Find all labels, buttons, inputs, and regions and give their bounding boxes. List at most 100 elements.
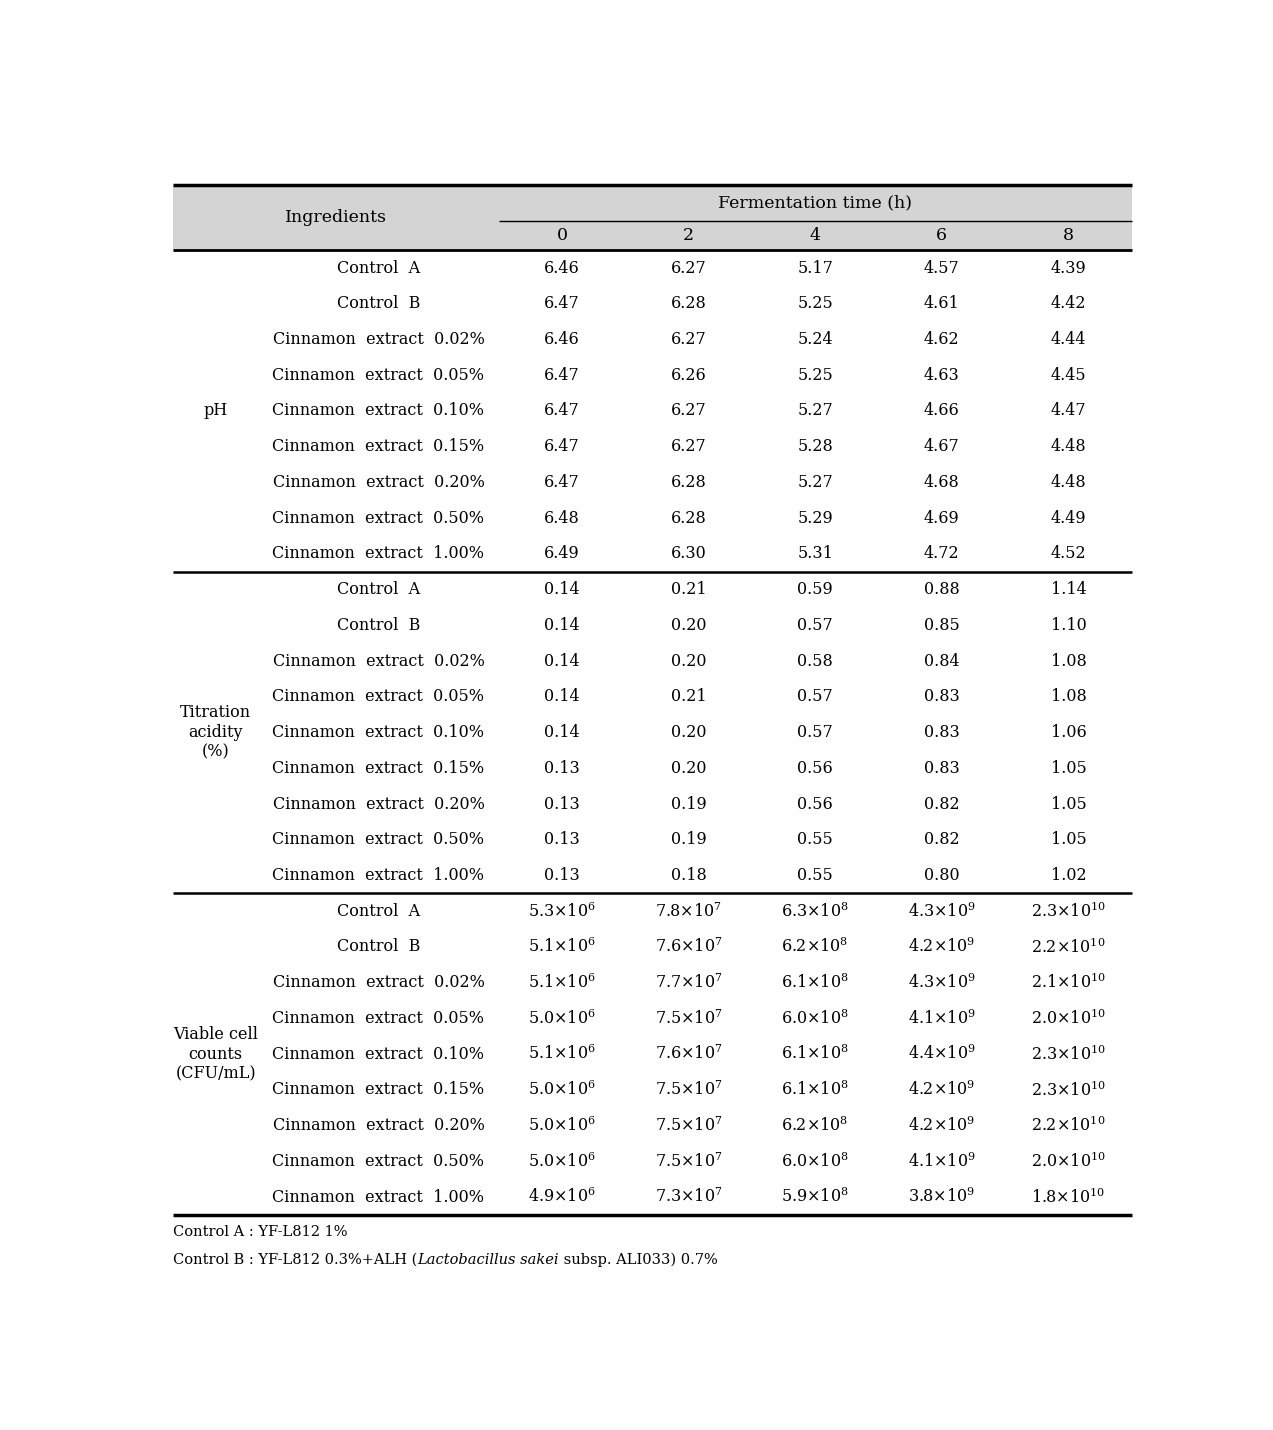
Text: 4.39: 4.39 [1050, 259, 1086, 276]
Text: 0.57: 0.57 [797, 616, 833, 633]
Text: subsp. ALI033) 0.7%: subsp. ALI033) 0.7% [559, 1253, 718, 1267]
Text: Cinnamon  extract  0.02%: Cinnamon extract 0.02% [272, 330, 485, 347]
Text: Cinnamon  extract  0.15%: Cinnamon extract 0.15% [272, 438, 485, 455]
Text: 0.21: 0.21 [671, 688, 707, 705]
Text: 0.21: 0.21 [671, 581, 707, 598]
Text: 0.85: 0.85 [924, 616, 960, 633]
Text: $\mathregular{5.1×10^6}$: $\mathregular{5.1×10^6}$ [528, 1045, 596, 1064]
Text: $\mathregular{4.2×10^9}$: $\mathregular{4.2×10^9}$ [908, 938, 975, 957]
Text: 6.47: 6.47 [544, 402, 579, 419]
Text: 6.47: 6.47 [544, 366, 579, 383]
Text: 0.13: 0.13 [544, 831, 579, 848]
Text: $\mathregular{5.1×10^6}$: $\mathregular{5.1×10^6}$ [528, 938, 596, 957]
Text: $\mathregular{4.9×10^6}$: $\mathregular{4.9×10^6}$ [528, 1188, 596, 1207]
Text: 0.83: 0.83 [924, 688, 960, 705]
Text: 6.49: 6.49 [544, 545, 579, 562]
Text: 4.72: 4.72 [924, 545, 960, 562]
Text: 4.57: 4.57 [924, 259, 960, 276]
Text: 4.62: 4.62 [924, 330, 960, 347]
Text: Cinnamon  extract  0.05%: Cinnamon extract 0.05% [272, 688, 485, 705]
Text: 0.84: 0.84 [924, 652, 960, 669]
Text: 4.52: 4.52 [1050, 545, 1086, 562]
Text: 0.83: 0.83 [924, 724, 960, 741]
Text: 5.17: 5.17 [797, 259, 833, 276]
Text: 6.47: 6.47 [544, 295, 579, 312]
Text: $\mathregular{2.0×10^{10}}$: $\mathregular{2.0×10^{10}}$ [1031, 1151, 1106, 1171]
Text: 0.14: 0.14 [544, 724, 579, 741]
Text: 4.47: 4.47 [1050, 402, 1086, 419]
Text: $\mathregular{7.8×10^7}$: $\mathregular{7.8×10^7}$ [656, 902, 722, 921]
Text: $\mathregular{1.8×10^{10}}$: $\mathregular{1.8×10^{10}}$ [1031, 1187, 1105, 1207]
Text: 1.05: 1.05 [1050, 759, 1086, 776]
Text: 1.08: 1.08 [1050, 688, 1086, 705]
Text: 4.69: 4.69 [924, 509, 960, 526]
Text: 0.14: 0.14 [544, 688, 579, 705]
Bar [173, 186, 1132, 250]
Text: $\mathregular{7.6×10^7}$: $\mathregular{7.6×10^7}$ [654, 1045, 722, 1064]
Text: 5.25: 5.25 [797, 295, 833, 312]
Text: 0.83: 0.83 [924, 759, 960, 776]
Text: $\mathregular{4.3×10^9}$: $\mathregular{4.3×10^9}$ [908, 974, 975, 992]
Text: $\mathregular{2.3×10^{10}}$: $\mathregular{2.3×10^{10}}$ [1031, 1044, 1106, 1064]
Text: 0.14: 0.14 [544, 652, 579, 669]
Text: $\mathregular{2.1×10^{10}}$: $\mathregular{2.1×10^{10}}$ [1031, 972, 1106, 992]
Text: 0.57: 0.57 [797, 724, 833, 741]
Text: $\mathregular{6.2×10^8}$: $\mathregular{6.2×10^8}$ [782, 1117, 849, 1135]
Text: 1.05: 1.05 [1050, 795, 1086, 812]
Text: 0.14: 0.14 [544, 581, 579, 598]
Text: Control  B: Control B [337, 938, 420, 955]
Text: 6.28: 6.28 [671, 473, 707, 490]
Text: $\mathregular{6.1×10^8}$: $\mathregular{6.1×10^8}$ [782, 974, 849, 992]
Text: $\mathregular{4.2×10^9}$: $\mathregular{4.2×10^9}$ [908, 1081, 975, 1100]
Text: 0.20: 0.20 [671, 652, 707, 669]
Text: 6.27: 6.27 [671, 402, 707, 419]
Text: Cinnamon  extract  0.10%: Cinnamon extract 0.10% [272, 724, 485, 741]
Text: 6.46: 6.46 [544, 259, 579, 276]
Text: $\mathregular{6.1×10^8}$: $\mathregular{6.1×10^8}$ [782, 1045, 849, 1064]
Text: 0.18: 0.18 [671, 867, 707, 884]
Text: Control  A: Control A [337, 259, 420, 276]
Text: pH: pH [204, 402, 228, 419]
Text: 5.31: 5.31 [797, 545, 833, 562]
Text: $\mathregular{6.2×10^8}$: $\mathregular{6.2×10^8}$ [782, 938, 849, 957]
Text: $\mathregular{4.3×10^9}$: $\mathregular{4.3×10^9}$ [908, 902, 975, 921]
Text: Control A : YF-L812 1%: Control A : YF-L812 1% [173, 1226, 348, 1238]
Text: $\mathregular{4.2×10^9}$: $\mathregular{4.2×10^9}$ [908, 1117, 975, 1135]
Text: 5.27: 5.27 [797, 473, 833, 490]
Text: 0.59: 0.59 [797, 581, 833, 598]
Text: Cinnamon  extract  0.10%: Cinnamon extract 0.10% [272, 1045, 485, 1062]
Text: 0.13: 0.13 [544, 795, 579, 812]
Text: 4.42: 4.42 [1050, 295, 1086, 312]
Text: 5.29: 5.29 [797, 509, 833, 526]
Text: 4.61: 4.61 [924, 295, 960, 312]
Text: Cinnamon  extract  0.20%: Cinnamon extract 0.20% [272, 795, 485, 812]
Text: Control  B: Control B [337, 616, 420, 633]
Text: 6: 6 [937, 227, 947, 245]
Text: $\mathregular{2.3×10^{10}}$: $\mathregular{2.3×10^{10}}$ [1031, 901, 1106, 921]
Text: 1.06: 1.06 [1050, 724, 1086, 741]
Text: $\mathregular{5.1×10^6}$: $\mathregular{5.1×10^6}$ [528, 974, 596, 992]
Text: $\mathregular{5.0×10^6}$: $\mathregular{5.0×10^6}$ [528, 1117, 596, 1135]
Text: 0.19: 0.19 [671, 795, 707, 812]
Text: $\mathregular{6.1×10^8}$: $\mathregular{6.1×10^8}$ [782, 1081, 849, 1100]
Text: $\mathregular{7.5×10^7}$: $\mathregular{7.5×10^7}$ [654, 1010, 722, 1028]
Text: 0.13: 0.13 [544, 867, 579, 884]
Text: $\mathregular{3.8×10^9}$: $\mathregular{3.8×10^9}$ [908, 1188, 975, 1207]
Text: $\mathregular{5.3×10^6}$: $\mathregular{5.3×10^6}$ [528, 902, 596, 921]
Text: Control  A: Control A [337, 581, 420, 598]
Text: $\mathregular{4.1×10^9}$: $\mathregular{4.1×10^9}$ [908, 1010, 975, 1028]
Text: 4.63: 4.63 [924, 366, 960, 383]
Text: $\mathregular{4.1×10^9}$: $\mathregular{4.1×10^9}$ [908, 1153, 975, 1171]
Text: Cinnamon  extract  0.20%: Cinnamon extract 0.20% [272, 1117, 485, 1134]
Text: $\mathregular{7.5×10^7}$: $\mathregular{7.5×10^7}$ [654, 1117, 722, 1135]
Text: Cinnamon  extract  0.15%: Cinnamon extract 0.15% [272, 759, 485, 776]
Text: 5.28: 5.28 [797, 438, 833, 455]
Text: 0.80: 0.80 [924, 867, 960, 884]
Text: 0.57: 0.57 [797, 688, 833, 705]
Text: 0.58: 0.58 [797, 652, 833, 669]
Text: Cinnamon  extract  0.05%: Cinnamon extract 0.05% [272, 366, 485, 383]
Text: 0.20: 0.20 [671, 724, 707, 741]
Text: 1.08: 1.08 [1050, 652, 1086, 669]
Text: Control  B: Control B [337, 295, 420, 312]
Text: Control  A: Control A [337, 902, 420, 919]
